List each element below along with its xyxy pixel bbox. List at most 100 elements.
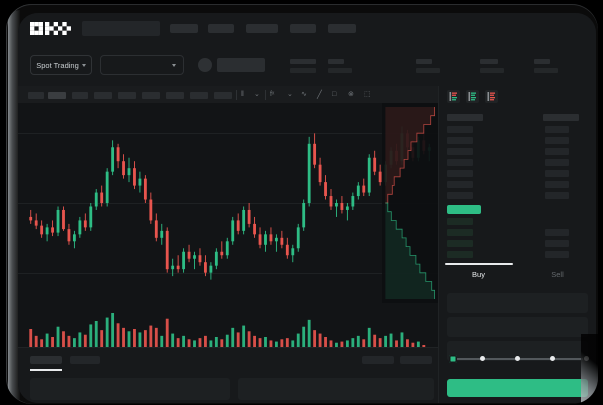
okx-trading-app: Spot Trading <box>18 13 596 403</box>
pair-selector[interactable] <box>100 55 184 75</box>
candlestick-type-icon[interactable]: ‖ <box>241 91 244 98</box>
chevron-down-icon <box>172 64 176 67</box>
toolbar-divider-2 <box>265 90 266 100</box>
stat-24h-turnover <box>534 59 558 73</box>
depth-chart-overlay <box>382 103 438 303</box>
orderbook-col-price <box>447 114 483 121</box>
indicators-icon[interactable]: fˣ <box>270 91 275 98</box>
timeframe-1m[interactable] <box>28 92 44 99</box>
line-chart-icon[interactable]: ∿ <box>301 91 307 98</box>
orderbook-bid-row[interactable] <box>447 229 473 236</box>
camera-snapshot-icon[interactable]: □ <box>332 91 337 98</box>
depth-view-toggles <box>447 90 498 103</box>
order-price-field[interactable] <box>447 293 588 313</box>
orderbook-ask-row[interactable] <box>447 181 473 188</box>
stat-24h-high <box>416 59 440 73</box>
orderbook-bid-amount <box>545 251 569 258</box>
orderbook-bid-row[interactable] <box>447 240 473 247</box>
orderbook-ask-amount <box>545 170 569 177</box>
nav-item-4[interactable] <box>290 24 316 33</box>
volume-histogram <box>29 313 431 353</box>
chart-gridline <box>18 133 438 134</box>
slider-stop-50[interactable] <box>515 356 520 361</box>
okx-logo[interactable] <box>30 22 71 35</box>
orderbook-last-price[interactable] <box>447 205 481 214</box>
order-amount-slider[interactable] <box>449 355 589 363</box>
stat-last-price <box>290 59 316 73</box>
confirm-buy-button[interactable] <box>447 379 588 397</box>
bottom-action-1[interactable] <box>362 356 394 364</box>
depth-view-bids-icon[interactable] <box>466 90 479 103</box>
top-navigation-bar <box>18 13 596 44</box>
coin-avatar <box>198 58 212 72</box>
tab-sell[interactable]: Sell <box>551 270 564 279</box>
orderbook-ask-row[interactable] <box>447 148 473 155</box>
chevron-down-icon[interactable]: ⌄ <box>254 91 260 98</box>
timeframe-1mo[interactable] <box>190 92 208 99</box>
timeframe-15m[interactable] <box>72 92 88 99</box>
bottom-action-2[interactable] <box>400 356 432 364</box>
orderbook-bid-amount <box>545 240 569 247</box>
depth-view-asks-icon[interactable] <box>485 90 498 103</box>
buy-sell-tabs: Buy Sell <box>439 263 596 287</box>
drawing-pencil-icon[interactable]: ╱ <box>317 90 322 99</box>
tab-order-history[interactable] <box>70 356 100 364</box>
orderbook-bid-row[interactable] <box>447 251 473 258</box>
stat-24h-change <box>328 59 352 73</box>
order-amount-field[interactable] <box>447 317 588 337</box>
toolbar-divider <box>236 90 237 100</box>
device-edge-left <box>8 10 20 400</box>
timeframe-1d[interactable] <box>142 92 160 99</box>
order-book-panel: Buy Sell <box>438 86 596 403</box>
orderbook-bid-amount <box>545 229 569 236</box>
orderbook-ask-amount <box>545 181 569 188</box>
orders-panel <box>18 347 438 403</box>
order-entry-form <box>439 287 596 403</box>
nav-item-2[interactable] <box>208 24 234 33</box>
timeframe-1w[interactable] <box>166 92 184 99</box>
nav-item-1[interactable] <box>170 24 198 33</box>
slider-handle[interactable] <box>449 355 457 363</box>
depth-view-both-icon[interactable] <box>447 90 460 103</box>
settings-gear-icon[interactable]: ⊗ <box>348 91 354 98</box>
orderbook-bid-row[interactable] <box>447 218 473 225</box>
bottom-card-assets[interactable] <box>238 378 434 400</box>
chevron-down-icon-2[interactable]: ⌄ <box>287 91 293 98</box>
slider-stop-25[interactable] <box>480 356 485 361</box>
orderbook-ask-row[interactable] <box>447 126 473 133</box>
timeframe-more[interactable] <box>214 92 232 99</box>
trading-mode-label: Spot Trading <box>36 60 79 70</box>
candlestick-series <box>29 126 431 280</box>
tab-active-indicator <box>30 369 62 371</box>
price-chart-area[interactable] <box>18 103 438 353</box>
slider-stop-75[interactable] <box>550 356 555 361</box>
orderbook-ask-amount <box>545 192 569 199</box>
chart-gridline <box>18 203 438 204</box>
ticker-bar: Spot Trading <box>18 44 596 86</box>
orderbook-ask-row[interactable] <box>447 159 473 166</box>
orderbook-ask-amount <box>545 126 569 133</box>
timeframe-5m[interactable] <box>48 92 66 99</box>
nav-item-3[interactable] <box>246 24 278 33</box>
device-screen: Spot Trading <box>18 13 596 403</box>
buy-tab-active-indicator <box>445 263 513 265</box>
orderbook-ask-amount <box>545 159 569 166</box>
orderbook-ask-row[interactable] <box>447 170 473 177</box>
tab-open-orders[interactable] <box>30 356 62 364</box>
timeframe-4h[interactable] <box>118 92 136 99</box>
global-search-input[interactable] <box>82 21 160 36</box>
orderbook-ask-row[interactable] <box>447 137 473 144</box>
tab-buy[interactable]: Buy <box>472 270 485 279</box>
trading-mode-select[interactable]: Spot Trading <box>30 55 92 75</box>
timeframe-1h[interactable] <box>94 92 112 99</box>
pair-name-label <box>217 58 265 72</box>
orderbook-ask-amount <box>545 148 569 155</box>
chevron-down-icon <box>81 63 86 67</box>
bottom-card-positions[interactable] <box>30 378 230 400</box>
device-edge-bottom-right <box>581 334 598 404</box>
orderbook-ask-row[interactable] <box>447 192 473 199</box>
fullscreen-icon[interactable]: ⬚ <box>364 91 371 98</box>
stat-24h-volume <box>480 59 504 73</box>
nav-item-5[interactable] <box>328 24 356 33</box>
